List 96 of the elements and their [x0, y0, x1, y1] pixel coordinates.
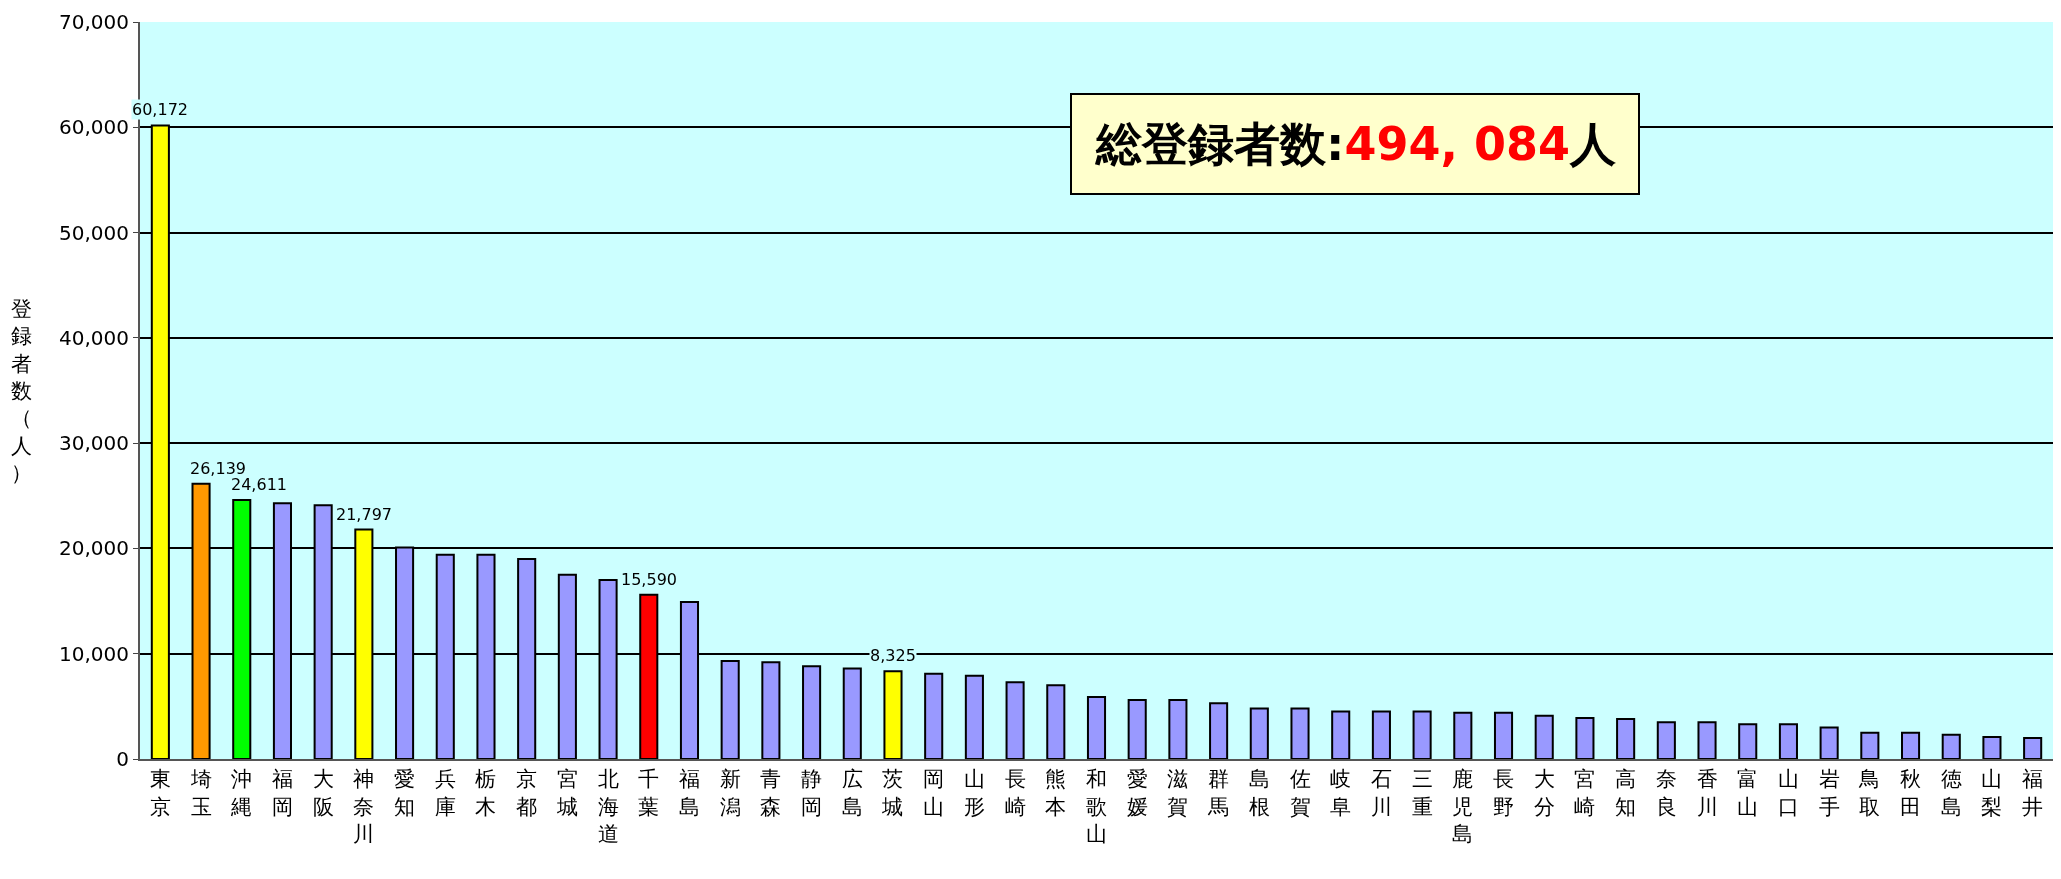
x-tick-label: 岩手 — [1818, 767, 1840, 819]
x-tick-label: 山梨 — [1981, 767, 2003, 819]
x-tick-label: 香川 — [1696, 767, 1718, 819]
x-tick-label: 宮崎 — [1574, 767, 1596, 819]
data-label: 26,139 — [190, 459, 246, 478]
x-tick-label: 鹿児島 — [1452, 767, 1474, 846]
bar — [1656, 721, 1676, 759]
bar — [1738, 723, 1758, 759]
bar — [1249, 707, 1269, 759]
bar — [1778, 723, 1798, 759]
bar — [1819, 726, 1839, 759]
x-tick-label: 岡山 — [923, 767, 945, 819]
x-tick-label: 熊本 — [1045, 767, 1067, 819]
x-tick-label: 茨城 — [881, 767, 904, 819]
x-tick-label: 愛知 — [394, 767, 416, 819]
y-axis-title: 登録者数（人） — [11, 297, 32, 485]
bar — [924, 672, 944, 759]
x-tick-label: 長崎 — [1004, 767, 1026, 819]
y-tick-label: 30,000 — [59, 431, 129, 456]
x-tick-label: 静岡 — [801, 767, 823, 819]
bar — [1209, 702, 1229, 759]
x-tick-label: 大阪 — [312, 767, 334, 819]
x-tick-label: 宮城 — [555, 767, 578, 819]
x-tick-label: 群馬 — [1207, 767, 1230, 819]
x-tick-label: 高知 — [1615, 767, 1637, 819]
x-tick-label: 北海道 — [597, 767, 619, 846]
bar — [842, 667, 862, 759]
y-tick-label: 0 — [116, 747, 129, 771]
x-tick-label: 岐阜 — [1330, 767, 1352, 819]
x-tick-label: 愛媛 — [1126, 767, 1148, 819]
x-tick-label: 鳥取 — [1858, 767, 1881, 819]
bar — [964, 674, 984, 759]
x-tick-label: 山形 — [963, 767, 985, 819]
bar — [1412, 710, 1432, 759]
bar — [1697, 721, 1717, 759]
y-tick-label: 10,000 — [59, 641, 129, 666]
bar — [1534, 714, 1554, 759]
bar — [1575, 716, 1595, 759]
x-tick-label: 佐賀 — [1289, 767, 1311, 819]
x-tick-label: 京都 — [516, 767, 538, 819]
y-tick-label: 20,000 — [59, 536, 129, 561]
data-label: 60,172 — [132, 100, 188, 119]
x-tick-label: 福井 — [2022, 767, 2044, 819]
y-tick-label: 50,000 — [59, 220, 129, 245]
x-tick-label: 埼玉 — [189, 767, 212, 819]
data-label: 8,325 — [870, 646, 916, 665]
bar — [1901, 731, 1921, 759]
bar — [1127, 699, 1147, 759]
x-tick-label: 奈良 — [1655, 767, 1677, 819]
x-tick-label: 東京 — [149, 767, 171, 819]
bar — [883, 670, 903, 759]
x-tick-label: 福島 — [678, 767, 700, 819]
bar — [1616, 717, 1636, 759]
annotation: 総登録者数:494, 084人 — [1094, 117, 1616, 171]
y-tick-label: 60,000 — [59, 115, 129, 140]
bar — [1005, 681, 1025, 759]
x-tick-label: 新潟 — [719, 767, 741, 819]
y-tick-label: 70,000 — [59, 10, 129, 34]
x-tick-label: 長野 — [1493, 767, 1515, 819]
x-tick-label: 三重 — [1411, 767, 1433, 819]
data-label: 15,590 — [621, 570, 677, 589]
x-tick-label: 秋田 — [1900, 767, 1922, 819]
x-tick-label: 滋賀 — [1167, 767, 1189, 819]
bar — [1168, 699, 1188, 759]
x-tick-label: 神奈川 — [353, 767, 375, 846]
bar — [1046, 684, 1066, 759]
bar — [1941, 733, 1961, 759]
x-tick-label: 島根 — [1248, 767, 1270, 819]
bar — [1453, 711, 1473, 759]
x-tick-label: 石川 — [1370, 767, 1392, 819]
bar — [1331, 710, 1351, 759]
x-tick-label: 兵庫 — [434, 767, 456, 819]
bar — [1493, 711, 1514, 759]
y-tick-label: 40,000 — [59, 325, 129, 350]
x-tick-label: 広島 — [841, 767, 863, 819]
x-tick-label: 山口 — [1777, 767, 1799, 819]
x-tick-label: 和歌山 — [1086, 767, 1107, 846]
bar — [802, 665, 822, 759]
x-tick-label: 徳島 — [1940, 767, 1962, 819]
bar — [1290, 707, 1310, 759]
bar — [1086, 695, 1107, 759]
bar — [1860, 731, 1880, 759]
x-tick-label: 富山 — [1737, 767, 1759, 819]
x-tick-label: 千葉 — [638, 767, 660, 819]
bar — [720, 660, 740, 759]
x-tick-label: 沖縄 — [230, 767, 253, 819]
x-tick-label: 栃木 — [475, 767, 497, 819]
x-tick-label: 青森 — [760, 767, 782, 819]
bar — [1371, 710, 1391, 759]
bar — [2023, 736, 2043, 759]
x-tick-label: 大分 — [1533, 767, 1555, 819]
bar — [761, 661, 781, 759]
data-label: 24,611 — [231, 475, 287, 494]
x-tick-label: 福岡 — [271, 767, 293, 819]
data-label: 21,797 — [336, 505, 392, 524]
bar — [1982, 735, 2002, 759]
